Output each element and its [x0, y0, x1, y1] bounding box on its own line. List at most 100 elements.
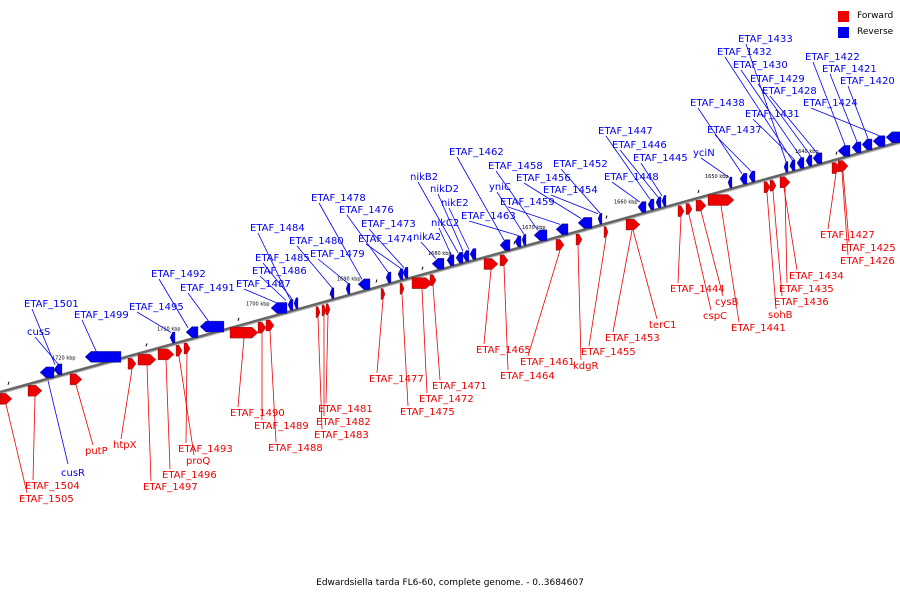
leader-line — [640, 162, 663, 197]
gene-arrow — [861, 138, 873, 151]
leader-line — [269, 330, 277, 443]
gene-arrow — [796, 157, 805, 169]
gene-label-etaf-1488: ETAF_1488 — [268, 443, 323, 454]
gene-arrow — [577, 217, 593, 229]
gene-arrow — [27, 385, 43, 397]
gene-label-etaf-1446: ETAF_1446 — [612, 140, 667, 151]
gene-label-cusr: cusR — [61, 468, 85, 479]
gene-arrow — [805, 154, 813, 167]
gene-arrow — [685, 203, 693, 215]
gene-label-etaf-1426: ETAF_1426 — [840, 256, 895, 267]
gene-arrow — [695, 199, 707, 212]
leader-line — [296, 245, 333, 288]
gene-arrow — [137, 353, 157, 366]
gene-label-etaf-1478: ETAF_1478 — [311, 193, 366, 204]
gene-label-nikb2: nikB2 — [410, 172, 438, 183]
gene-label-etaf-1504: ETAF_1504 — [25, 481, 80, 492]
scale-tick-1660-kbp: 1660 kbp — [614, 199, 638, 205]
gene-label-nika2: nikA2 — [413, 232, 441, 243]
gene-arrow — [53, 363, 63, 376]
scale-tick-1640-kbp: 1640 kbp — [795, 149, 819, 155]
leader-line — [677, 216, 682, 284]
gene-arrow — [885, 131, 900, 143]
gene-arrow — [321, 304, 327, 317]
gene-arrow — [399, 283, 405, 295]
gene-arrow — [446, 254, 455, 266]
gene-label-etaf-1458: ETAF_1458 — [488, 161, 543, 172]
genome-axis-layer — [0, 138, 900, 395]
leader-line — [700, 157, 730, 178]
gene-arrow — [183, 342, 191, 355]
gene-arrow — [748, 170, 756, 183]
legend-reverse-label: Reverse — [857, 27, 894, 37]
leader-line — [783, 187, 798, 271]
reverse-swatch — [838, 26, 849, 38]
gene-arrow — [39, 366, 55, 379]
gene-arrow — [769, 179, 777, 192]
leader-line — [550, 194, 599, 215]
gene-arrow — [499, 239, 511, 251]
gene-label-terc1: terC1 — [649, 320, 677, 331]
gene-label-putp: putP — [85, 446, 108, 457]
leader-line — [420, 241, 437, 260]
leader-line — [376, 299, 384, 374]
leader-line — [317, 258, 349, 284]
gene-arrow — [380, 288, 386, 300]
scale-tick-1670-kbp: 1670 kbp — [522, 225, 546, 231]
gene-label-etaf-1462: ETAF_1462 — [449, 147, 504, 158]
gene-label-etaf-1499: ETAF_1499 — [74, 310, 129, 321]
gene-arrow — [127, 358, 137, 370]
gene-label-etaf-1492: ETAF_1492 — [151, 269, 206, 280]
gene-arrow — [429, 274, 437, 286]
leader-line — [259, 275, 287, 301]
scale-tick-1720-kbp: 1720 kbp — [52, 356, 76, 362]
gene-layer — [0, 131, 900, 405]
leader-line — [346, 214, 389, 273]
gene-label-htpx: htpX — [113, 440, 137, 451]
gene-arrow — [169, 331, 176, 344]
leader-line — [714, 134, 752, 172]
gene-label-etaf-1433: ETAF_1433 — [738, 34, 793, 45]
leader-line — [605, 135, 651, 200]
gene-label-etaf-1490: ETAF_1490 — [230, 408, 285, 419]
gene-label-etaf-1505: ETAF_1505 — [19, 494, 74, 505]
leader-line — [317, 317, 323, 430]
gene-arrow — [455, 252, 464, 264]
gene-arrow — [469, 248, 477, 260]
leader-line — [784, 187, 788, 284]
gene-arrow — [647, 198, 655, 211]
leader-line — [740, 69, 802, 158]
leader-line — [5, 404, 28, 494]
gene-label-etaf-1486: ETAF_1486 — [252, 266, 307, 277]
gene-label-etaf-1475: ETAF_1475 — [400, 407, 455, 418]
gene-arrow — [315, 306, 321, 318]
gene-label-etaf-1432: ETAF_1432 — [717, 47, 772, 58]
gene-arrow — [521, 234, 527, 246]
gene-label-kdgr: kdgR — [573, 361, 598, 372]
leader-line — [772, 191, 783, 297]
gene-arrow — [385, 271, 392, 284]
gene-label-etaf-1464: ETAF_1464 — [500, 371, 555, 382]
gene-arrow — [603, 226, 609, 238]
gene-label-etaf-1484: ETAF_1484 — [250, 223, 305, 234]
gene-arrow — [837, 160, 849, 172]
gene-label-etaf-1436: ETAF_1436 — [774, 297, 829, 308]
gene-arrow — [727, 176, 733, 189]
leader-line — [847, 85, 869, 139]
gene-label-nikc2: nikC2 — [431, 218, 459, 229]
genome-axis — [0, 140, 900, 394]
gene-label-etaf-1497: ETAF_1497 — [143, 482, 198, 493]
gene-arrow — [779, 176, 791, 188]
label-layer: 1720 kbp 1710 kbp 1700 kbp 1690 kbp 1680 kbp… — [5, 34, 896, 505]
gene-arrow — [661, 195, 667, 207]
leader-line — [456, 156, 505, 241]
gene-label-etaf-1471: ETAF_1471 — [432, 381, 487, 392]
legend-forward: Forward — [838, 8, 893, 24]
leader-line — [47, 380, 69, 465]
gene-arrow — [555, 223, 569, 235]
leader-line — [448, 207, 470, 250]
gene-label-etaf-1448: ETAF_1448 — [604, 172, 659, 183]
gene-label-etaf-1496: ETAF_1496 — [162, 470, 217, 481]
gene-arrow — [431, 258, 445, 270]
